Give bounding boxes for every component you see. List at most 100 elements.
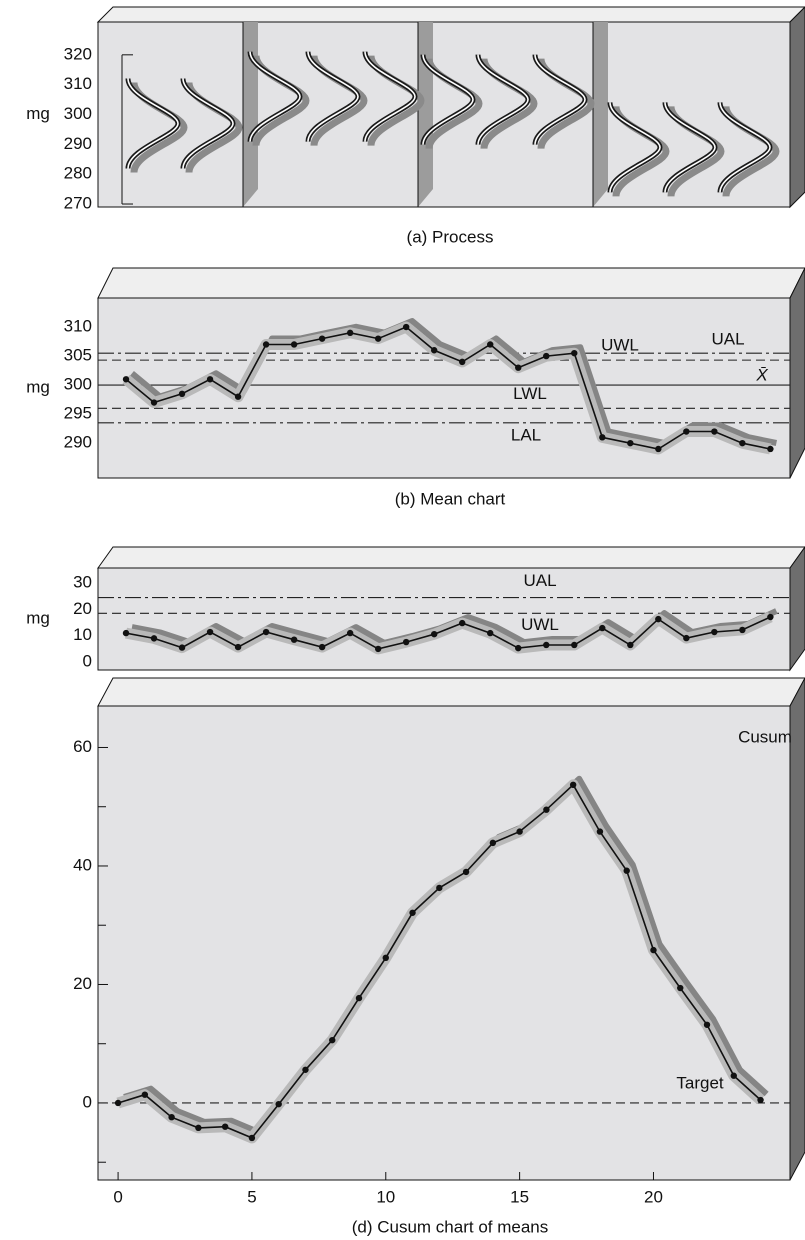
y-tick-label: 0 bbox=[83, 1092, 92, 1111]
data-point bbox=[515, 644, 522, 652]
data-point bbox=[655, 615, 662, 623]
data-point bbox=[122, 629, 130, 637]
data-point bbox=[543, 806, 550, 813]
data-point bbox=[627, 439, 634, 447]
data-point bbox=[234, 393, 242, 400]
data-line bbox=[125, 616, 771, 650]
data-point bbox=[571, 641, 578, 649]
reference-label: X̄ bbox=[755, 366, 768, 385]
data-point bbox=[487, 629, 494, 637]
data-point bbox=[234, 643, 242, 651]
data-point bbox=[141, 1091, 149, 1098]
curve-core bbox=[534, 54, 586, 145]
data-point bbox=[436, 884, 443, 892]
caption: (d) Cusum chart of means bbox=[352, 1217, 549, 1236]
data-point bbox=[290, 341, 298, 348]
x-tick-label: 0 bbox=[113, 1187, 122, 1206]
data-point bbox=[178, 390, 186, 398]
reference-label: UWL bbox=[521, 615, 559, 634]
data-point bbox=[329, 1036, 336, 1044]
data-point bbox=[627, 641, 634, 649]
data-point bbox=[650, 946, 657, 954]
data-point bbox=[262, 341, 270, 348]
box-top bbox=[96, 6, 805, 23]
data-point bbox=[355, 994, 363, 1002]
data-point bbox=[767, 613, 774, 621]
y-tick-label: 300 bbox=[64, 104, 92, 123]
caption: (a) Process bbox=[407, 227, 494, 246]
box-side bbox=[789, 267, 805, 479]
data-point bbox=[409, 909, 416, 916]
y-tick-label: 300 bbox=[64, 375, 92, 394]
data-point bbox=[430, 630, 438, 638]
data-point bbox=[739, 626, 746, 634]
data-point bbox=[206, 628, 214, 636]
data-point bbox=[430, 347, 438, 354]
data-point bbox=[382, 954, 389, 962]
data-point bbox=[703, 1021, 711, 1028]
data-point bbox=[489, 839, 497, 847]
data-point bbox=[206, 376, 214, 383]
curve-core bbox=[364, 51, 416, 142]
y-axis-label: mg bbox=[26, 104, 50, 123]
data-point bbox=[402, 323, 410, 331]
data-point bbox=[571, 349, 578, 357]
chart-label: Cusum bbox=[738, 727, 792, 746]
x-tick-label: 20 bbox=[644, 1187, 663, 1206]
data-point bbox=[515, 364, 522, 371]
x-tick-label: 5 bbox=[247, 1187, 256, 1206]
data-point bbox=[711, 428, 718, 435]
data-point bbox=[599, 434, 606, 441]
y-tick-label: 20 bbox=[73, 974, 92, 993]
curve-core bbox=[477, 54, 529, 145]
box-front bbox=[97, 705, 791, 1181]
curve-core bbox=[182, 78, 234, 169]
box-top bbox=[97, 677, 805, 707]
data-point bbox=[275, 1100, 282, 1108]
y-axis-label: mg bbox=[26, 377, 50, 396]
data-point bbox=[516, 828, 523, 835]
reference-label: Target bbox=[676, 1073, 724, 1092]
data-point bbox=[248, 1134, 256, 1142]
data-point bbox=[569, 781, 577, 789]
data-point bbox=[150, 635, 158, 642]
partition bbox=[593, 22, 608, 207]
y-tick-label: 30 bbox=[73, 573, 92, 592]
box-side bbox=[789, 6, 805, 209]
y-tick-label: 320 bbox=[64, 44, 92, 63]
data-point bbox=[767, 445, 774, 453]
data-point bbox=[683, 634, 690, 642]
caption: (b) Mean chart bbox=[395, 489, 506, 508]
x-tick-label: 15 bbox=[510, 1187, 529, 1206]
data-point bbox=[318, 335, 326, 342]
curve-core bbox=[664, 102, 716, 193]
data-point bbox=[374, 335, 382, 342]
data-point bbox=[346, 629, 354, 637]
data-point bbox=[739, 439, 746, 447]
y-tick-label: 310 bbox=[64, 74, 92, 93]
y-tick-label: 280 bbox=[64, 164, 92, 183]
data-point bbox=[346, 329, 354, 337]
data-point bbox=[302, 1066, 309, 1073]
curve-core bbox=[249, 51, 301, 142]
data-point bbox=[543, 352, 550, 360]
y-tick-label: 295 bbox=[64, 404, 92, 423]
data-point bbox=[221, 1123, 229, 1130]
box-top bbox=[97, 546, 805, 569]
data-point bbox=[543, 641, 550, 649]
data-point bbox=[150, 399, 158, 406]
data-point bbox=[168, 1113, 175, 1121]
data-point bbox=[487, 341, 494, 348]
curve-core bbox=[422, 54, 474, 145]
box-side bbox=[789, 677, 805, 1181]
data-point bbox=[711, 628, 718, 636]
y-tick-label: 310 bbox=[64, 317, 92, 336]
data-point bbox=[462, 868, 470, 876]
y-tick-label: 40 bbox=[73, 855, 92, 874]
partition bbox=[418, 22, 433, 207]
data-point bbox=[599, 624, 606, 632]
data-point bbox=[459, 619, 466, 627]
data-point bbox=[122, 376, 130, 383]
y-tick-label: 305 bbox=[64, 346, 92, 365]
